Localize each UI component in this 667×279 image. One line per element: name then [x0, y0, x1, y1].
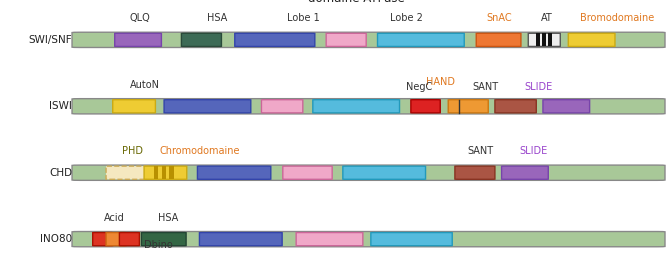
Text: SLIDE: SLIDE — [525, 82, 553, 92]
Text: HSA: HSA — [158, 213, 178, 223]
FancyBboxPatch shape — [343, 166, 426, 179]
Text: PHD: PHD — [121, 146, 143, 156]
Text: Chromodomaine: Chromodomaine — [160, 146, 240, 156]
Text: SANT: SANT — [467, 146, 494, 156]
Text: HSA: HSA — [207, 13, 227, 23]
Text: CHD: CHD — [49, 168, 72, 178]
Text: Acid: Acid — [104, 213, 125, 223]
FancyBboxPatch shape — [502, 166, 548, 179]
FancyBboxPatch shape — [296, 233, 363, 246]
FancyBboxPatch shape — [495, 100, 536, 113]
Text: Lobe 1: Lobe 1 — [287, 13, 320, 23]
Text: INO80: INO80 — [40, 234, 72, 244]
Bar — [154, 166, 158, 179]
Bar — [161, 166, 166, 179]
FancyBboxPatch shape — [141, 233, 186, 246]
FancyBboxPatch shape — [119, 233, 139, 246]
FancyBboxPatch shape — [93, 233, 113, 246]
Bar — [169, 166, 173, 179]
Bar — [548, 33, 552, 46]
FancyBboxPatch shape — [199, 233, 282, 246]
Text: SWI/SNF: SWI/SNF — [29, 35, 72, 45]
FancyBboxPatch shape — [197, 166, 271, 179]
FancyBboxPatch shape — [455, 166, 495, 179]
Text: SANT: SANT — [472, 82, 499, 92]
FancyBboxPatch shape — [313, 100, 400, 113]
FancyBboxPatch shape — [115, 33, 161, 46]
FancyBboxPatch shape — [72, 99, 665, 114]
FancyBboxPatch shape — [113, 100, 155, 113]
Text: SnAC: SnAC — [486, 13, 512, 23]
FancyBboxPatch shape — [371, 233, 452, 246]
Text: ISWI: ISWI — [49, 101, 72, 111]
FancyBboxPatch shape — [72, 32, 665, 47]
FancyBboxPatch shape — [235, 33, 315, 46]
Text: NegC: NegC — [406, 82, 432, 92]
Text: domaine ATPase: domaine ATPase — [308, 0, 406, 5]
Bar — [542, 33, 546, 46]
FancyBboxPatch shape — [144, 166, 187, 179]
FancyBboxPatch shape — [72, 165, 665, 180]
Text: Bromodomaine: Bromodomaine — [580, 13, 654, 23]
FancyBboxPatch shape — [378, 33, 464, 46]
FancyBboxPatch shape — [106, 233, 126, 246]
Text: AT: AT — [541, 13, 553, 23]
FancyBboxPatch shape — [72, 232, 665, 247]
FancyBboxPatch shape — [543, 100, 590, 113]
FancyBboxPatch shape — [283, 166, 332, 179]
FancyBboxPatch shape — [261, 100, 303, 113]
FancyBboxPatch shape — [568, 33, 615, 46]
Text: QLQ: QLQ — [129, 13, 151, 23]
Text: SLIDE: SLIDE — [520, 146, 548, 156]
Bar — [536, 33, 540, 46]
Text: Lobe 2: Lobe 2 — [390, 13, 424, 23]
FancyBboxPatch shape — [476, 33, 521, 46]
FancyBboxPatch shape — [448, 100, 488, 113]
FancyBboxPatch shape — [106, 166, 149, 179]
FancyBboxPatch shape — [528, 33, 560, 46]
FancyBboxPatch shape — [326, 33, 366, 46]
Text: AutoN: AutoN — [131, 80, 160, 90]
Text: Dbino: Dbino — [144, 240, 173, 250]
FancyBboxPatch shape — [164, 100, 251, 113]
Text: HAND: HAND — [426, 77, 455, 87]
FancyBboxPatch shape — [181, 33, 221, 46]
FancyBboxPatch shape — [411, 100, 440, 113]
